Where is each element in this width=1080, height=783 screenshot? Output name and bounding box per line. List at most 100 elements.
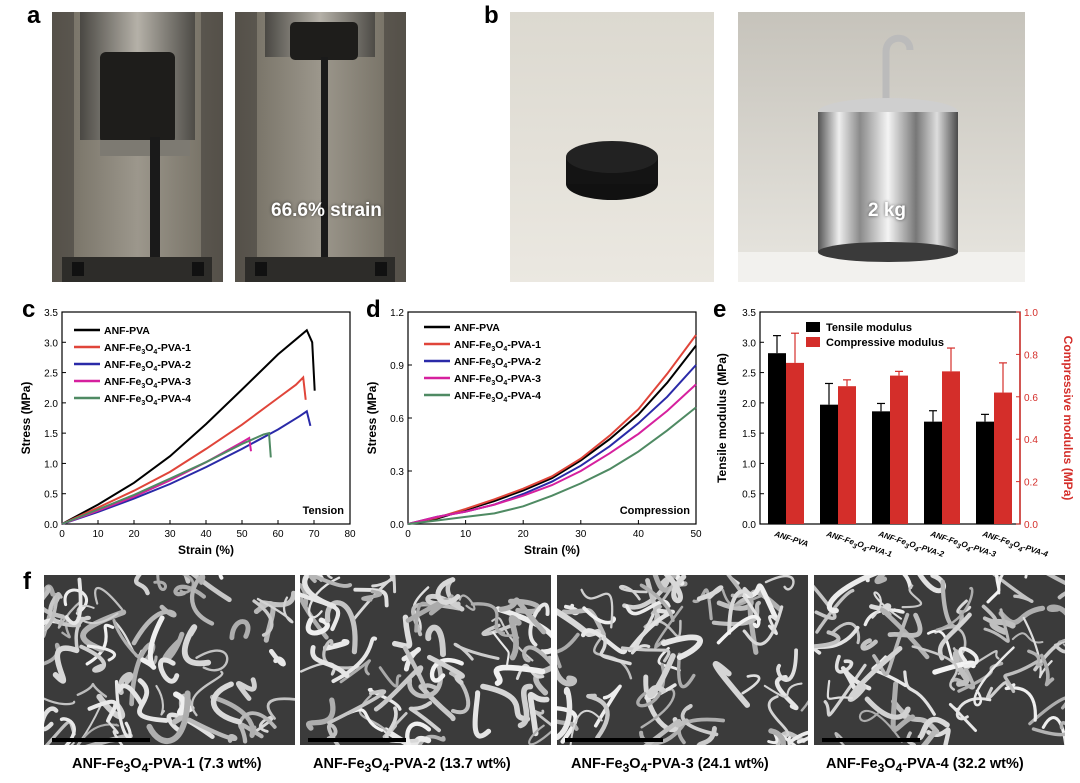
tensile-bar [872,411,890,524]
compressive-stress-strain-chart: 0 10 20 30 40 50 0.0 0.3 0.6 0.9 1.2 Strain (%) Stre… [360,300,708,565]
x-tick-label: 50 [690,529,702,540]
y-tick-label: 0.0 [44,520,58,531]
x-axis-label: Strain (%) [178,543,234,557]
x-tick-label: 30 [164,529,176,540]
compressive-bar [890,375,908,524]
panel-letter-b: b [484,2,499,29]
compressive-bar [994,392,1012,524]
x-tick-label: 10 [92,529,104,540]
legend-label: ANF-Fe3O4-PVA-3 [104,376,191,390]
x-tick-label: 0 [405,529,411,540]
category-label: ANF-PVA [772,529,809,549]
x-tick-label: 10 [460,529,472,540]
chart-annotation: Compression [620,505,691,517]
y-tick-label: 1.5 [44,429,58,440]
series-line [61,328,316,525]
sem-caption-2: ANF-Fe3O4-PVA-2 (13.7 wt%) [313,756,511,775]
x-tick-label: 50 [236,529,248,540]
y2-tick-label: 0.2 [1024,478,1038,489]
sem-image-pva-4 [814,575,1065,745]
plot-frame [407,311,697,525]
x-tick-label: 60 [272,529,284,540]
y-tick-label: 3.5 [44,308,58,319]
legend-label: ANF-Fe3O4-PVA-1 [104,342,191,356]
series-line [61,409,312,525]
photo-tensile-stretched: 66.6% strain [235,12,406,282]
y-tick-label: 0.6 [390,414,404,425]
tensile-bar [820,404,838,524]
scale-bar-1 [52,738,150,742]
sem-caption-4: ANF-Fe3O4-PVA-4 (32.2 wt%) [826,756,1024,775]
sem-image-pva-1 [44,575,295,745]
tensile-bar [768,353,786,524]
y-tick-label: 3.0 [44,338,58,349]
y-tick-label: 2.5 [44,369,58,380]
photo-weight-on-sample: 2 kg [738,12,1025,282]
y-tick-label: 0.5 [742,490,756,501]
y2-tick-label: 0.8 [1024,350,1038,361]
y-tick-label: 1.5 [742,429,756,440]
y-tick-label: 1.0 [742,459,756,470]
legend-swatch [806,337,820,347]
series-line [407,344,697,525]
x-tick-label: 40 [633,529,645,540]
compressive-bar [838,386,856,524]
panel-letter-e: e [713,296,727,323]
y2-tick-label: 1.0 [1024,308,1038,319]
weight-label: 2 kg [868,200,907,221]
y-tick-label: 1.0 [44,459,58,470]
sem-caption-1: ANF-Fe3O4-PVA-1 (7.3 wt%) [72,756,262,775]
compressive-bar [942,371,960,524]
series-line [61,431,272,525]
sem-image-pva-3 [557,575,808,745]
legend-label: Tensile modulus [826,322,912,334]
y-tick-label: 0.3 [390,467,404,478]
sem-caption-3: ANF-Fe3O4-PVA-3 (24.1 wt%) [571,756,769,775]
legend-label: ANF-Fe3O4-PVA-4 [104,393,191,407]
x-tick-label: 70 [308,529,320,540]
legend-label: ANF-Fe3O4-PVA-3 [454,373,541,387]
tensile-bar [924,421,942,524]
x-axis-label: Strain (%) [524,543,580,557]
strain-label: 66.6% strain [271,200,382,221]
y-tick-label: 0.0 [390,520,404,531]
legend-swatch [806,322,820,332]
tensile-bar [976,421,994,524]
y-tick-label: 1.2 [390,308,404,319]
x-tick-label: 0 [59,529,65,540]
series-line [407,364,697,525]
sem-image-pva-2 [300,575,551,745]
y-tick-label: 0.9 [390,361,404,372]
panel-letter-f: f [23,568,31,595]
chart-annotation: Tension [303,505,345,517]
legend-label: ANF-PVA [104,325,150,337]
x-tick-label: 40 [200,529,212,540]
y2-tick-label: 0.0 [1024,520,1038,531]
y-tick-label: 2.0 [742,399,756,410]
y-tick-label: 2.0 [44,399,58,410]
x-tick-label: 80 [344,529,356,540]
y-axis-label: Stress (MPa) [365,382,379,455]
panel-letter-c: c [22,296,36,323]
x-tick-label: 20 [128,529,140,540]
photo-sample-disk [510,12,714,282]
y2-tick-label: 0.4 [1024,435,1038,446]
compressive-bar [786,362,804,524]
y2-tick-label: 0.6 [1024,393,1038,404]
y-axis-label: Stress (MPa) [19,382,33,455]
x-tick-label: 20 [518,529,530,540]
panel-letter-d: d [366,296,381,323]
y-tick-label: 2.5 [742,369,756,380]
legend-label: Compressive modulus [826,337,944,349]
modulus-bar-chart: 0.0 0.5 1.0 1.5 2.0 2.5 3.0 3.5 0.0 0.2 0.4 0.6 0.8 1… [708,300,1080,570]
y2-axis-label: Compressive modulus (MPa) [1061,336,1075,501]
series-line [61,375,307,525]
legend-label: ANF-PVA [454,322,500,334]
y-tick-label: 3.5 [742,308,756,319]
series-line [407,383,697,525]
x-tick-label: 30 [575,529,587,540]
legend-label: ANF-Fe3O4-PVA-1 [454,339,541,353]
y-tick-label: 0.5 [44,490,58,501]
panel-letter-a: a [27,2,41,29]
tensile-stress-strain-chart: 0 10 20 30 40 50 60 70 80 0.0 0.5 1.0 1.5 2.0 2.5 3.0 3.… [14,300,360,565]
